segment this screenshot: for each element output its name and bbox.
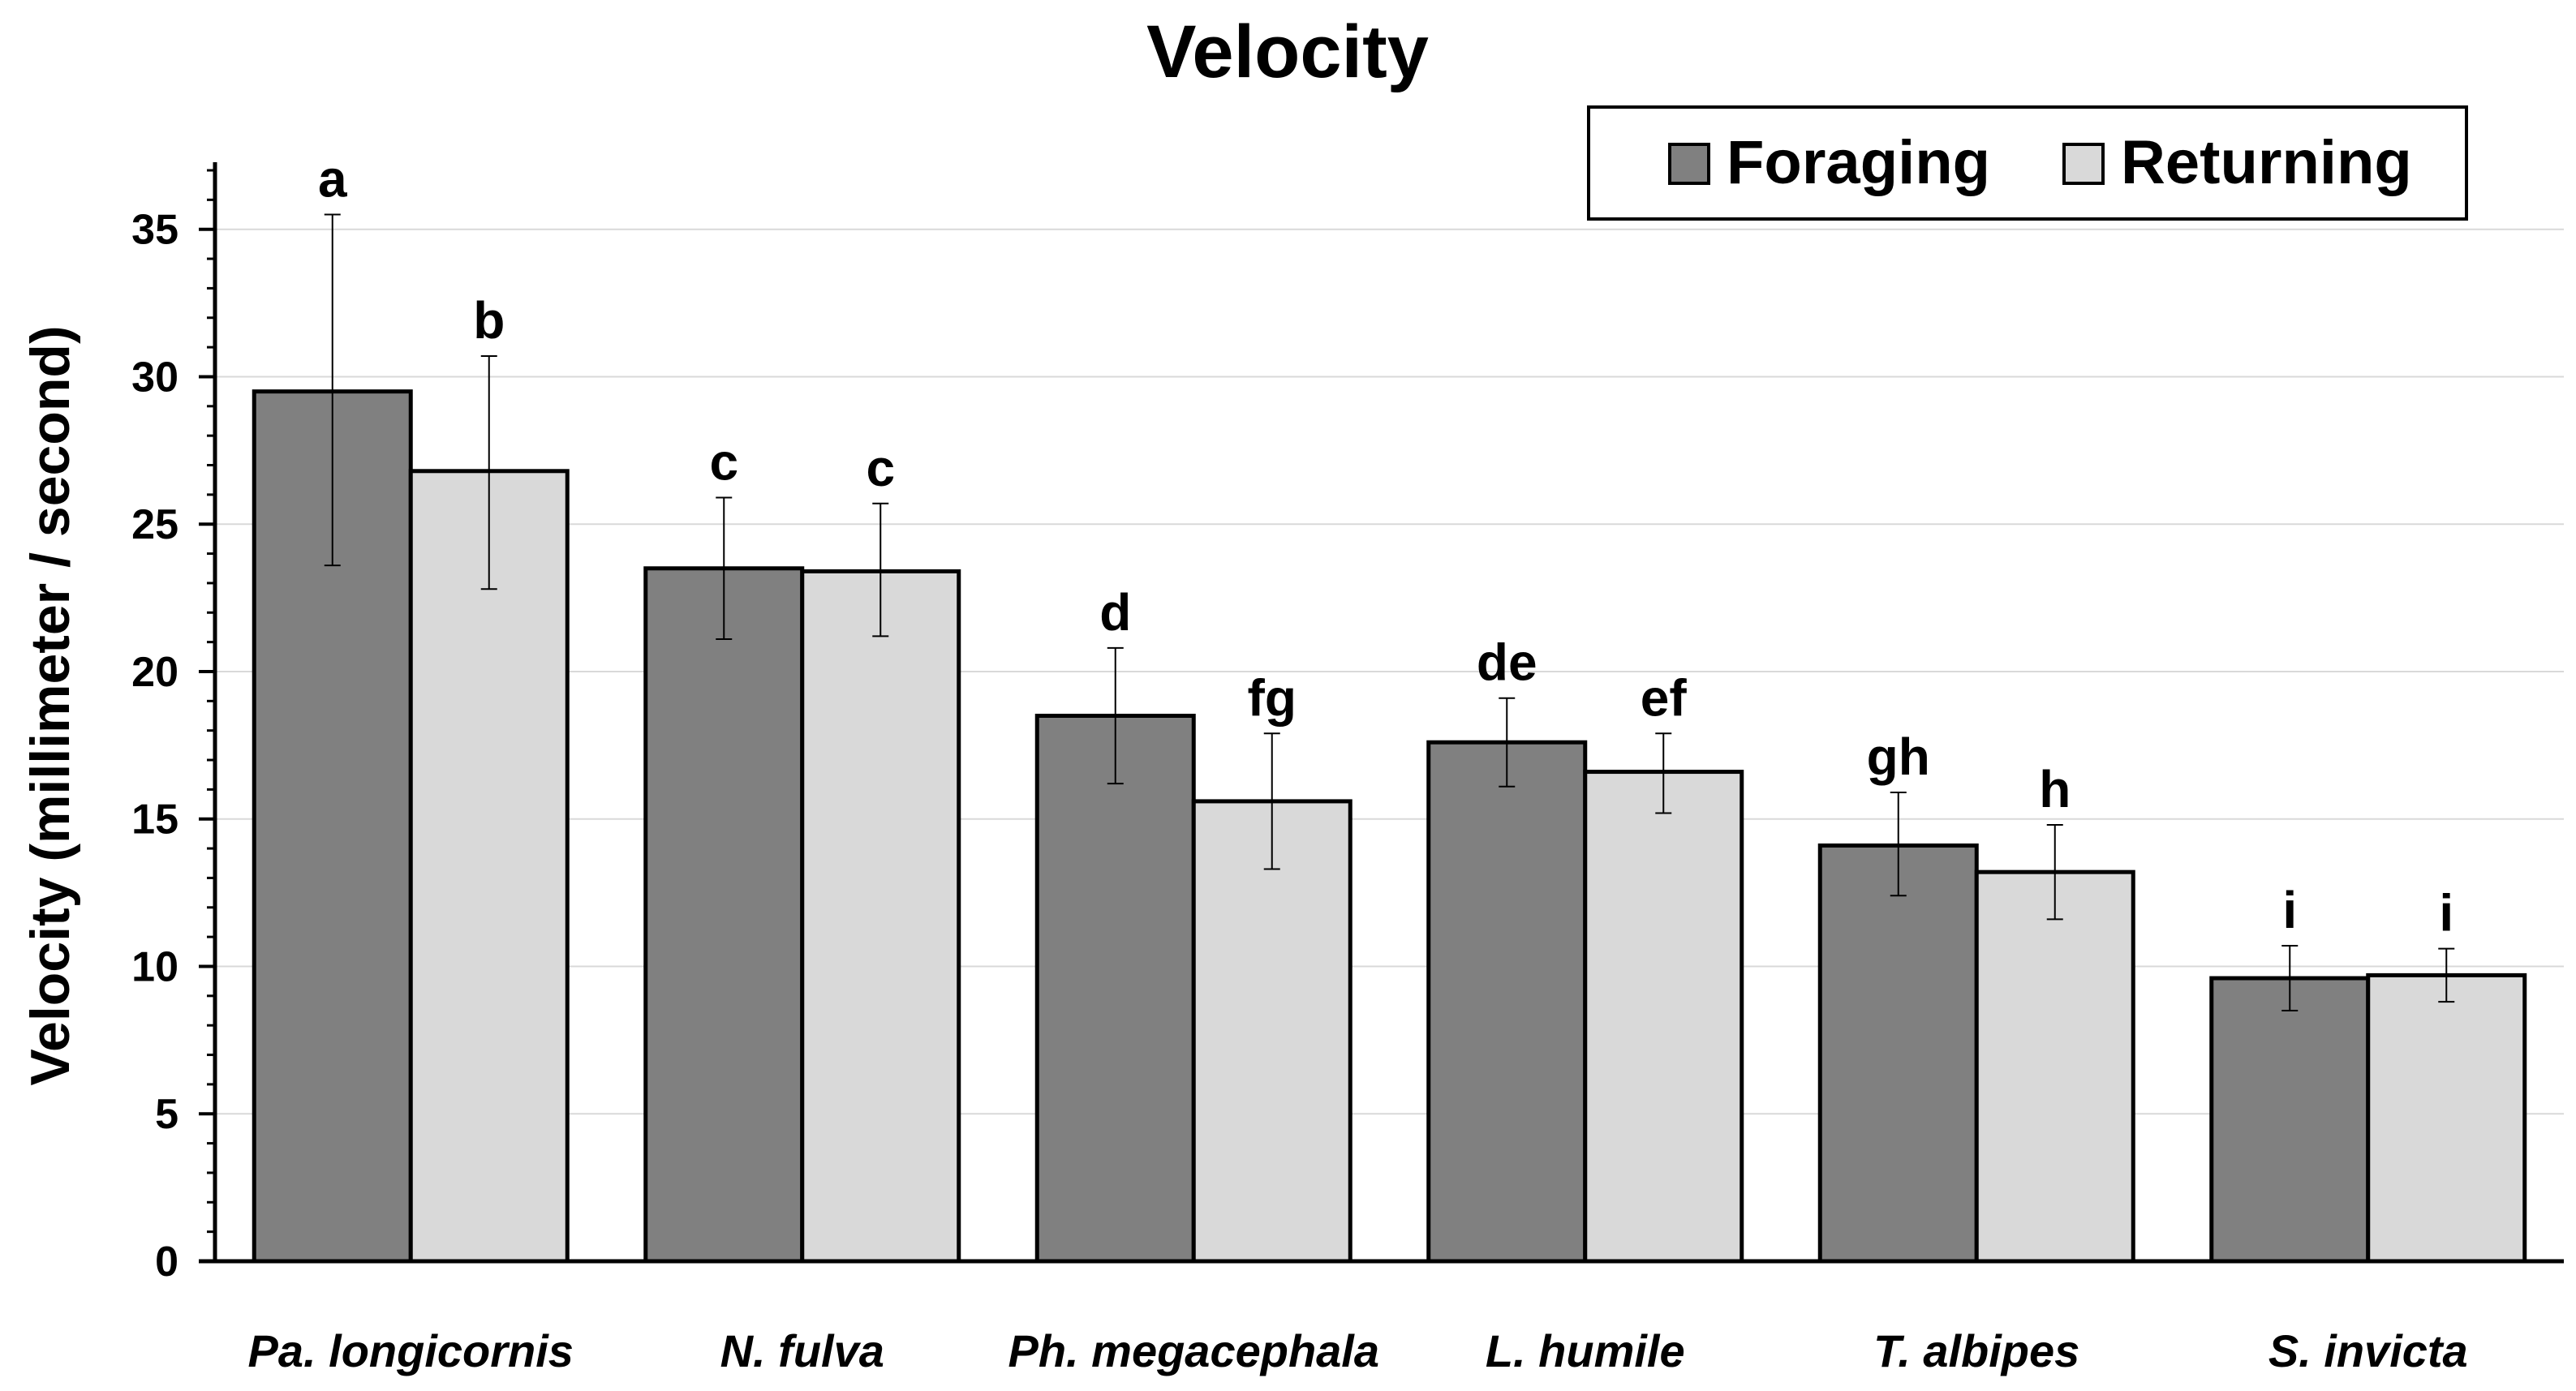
- legend-frame: [1587, 105, 2468, 221]
- significance-label-foraging-4: gh: [1867, 728, 1930, 786]
- x-tick-label-2: Ph. megacephala: [1008, 1325, 1379, 1376]
- y-tick-label-5: 5: [155, 1091, 178, 1138]
- significance-label-returning-1: c: [866, 439, 895, 497]
- significance-label-returning-3: ef: [1641, 668, 1688, 727]
- x-tick-label-5: S. invicta: [2269, 1325, 2468, 1376]
- y-axis-title: Velocity (millimeter / second): [19, 325, 81, 1085]
- y-tick-label-10: 10: [131, 943, 178, 990]
- chart-title: Velocity: [1146, 11, 1429, 93]
- y-tick-label-35: 35: [131, 207, 178, 254]
- bar-returning-1: [800, 569, 961, 1264]
- significance-label-foraging-1: c: [709, 433, 738, 492]
- bar-returning-0: [408, 469, 570, 1264]
- x-tick-label-1: N. fulva: [720, 1325, 884, 1376]
- significance-label-returning-2: fg: [1248, 668, 1297, 727]
- x-tick-label-0: Pa. longicornis: [248, 1325, 574, 1376]
- bar-returning-3: [1583, 770, 1744, 1264]
- legend: Foraging Returning: [1587, 105, 2468, 221]
- significance-label-returning-4: h: [2039, 760, 2071, 818]
- y-tick-label-30: 30: [131, 354, 178, 401]
- significance-label-returning-0: b: [473, 291, 505, 350]
- bars: a b c c d fg de ef gh h i i: [252, 150, 2527, 1264]
- x-tick-label-4: T. albipes: [1873, 1325, 2079, 1376]
- legend-label-returning: Returning: [2121, 128, 2412, 197]
- gridlines: [215, 228, 2564, 1115]
- significance-label-foraging-2: d: [1099, 583, 1131, 642]
- axes: 0 5 10 15 20 25 30 35 Pa. longicornis N. fulva Ph.…: [131, 162, 2564, 1376]
- bar-foraging-5: [2209, 976, 2371, 1264]
- bar-foraging-2: [1034, 714, 1196, 1264]
- bar-foraging-3: [1426, 740, 1588, 1264]
- significance-label-foraging-0: a: [318, 150, 347, 208]
- bar-foraging-1: [643, 566, 805, 1264]
- bar-foraging-4: [1817, 843, 1979, 1264]
- y-tick-label-0: 0: [155, 1239, 178, 1286]
- bar-returning-2: [1191, 799, 1353, 1264]
- legend-swatch-returning: [2062, 143, 2105, 185]
- legend-swatch-foraging: [1668, 143, 1710, 185]
- y-tick-label-15: 15: [131, 796, 178, 844]
- y-tick-label-25: 25: [131, 501, 178, 548]
- y-tick-label-20: 20: [131, 649, 178, 696]
- bar-returning-4: [1974, 869, 2135, 1264]
- x-tick-label-3: L. humile: [1486, 1325, 1685, 1376]
- bar-returning-5: [2366, 972, 2527, 1264]
- legend-label-foraging: Foraging: [1727, 128, 1990, 197]
- significance-label-returning-5: i: [2439, 884, 2453, 942]
- significance-label-foraging-5: i: [2282, 881, 2297, 939]
- significance-label-foraging-3: de: [1477, 633, 1537, 692]
